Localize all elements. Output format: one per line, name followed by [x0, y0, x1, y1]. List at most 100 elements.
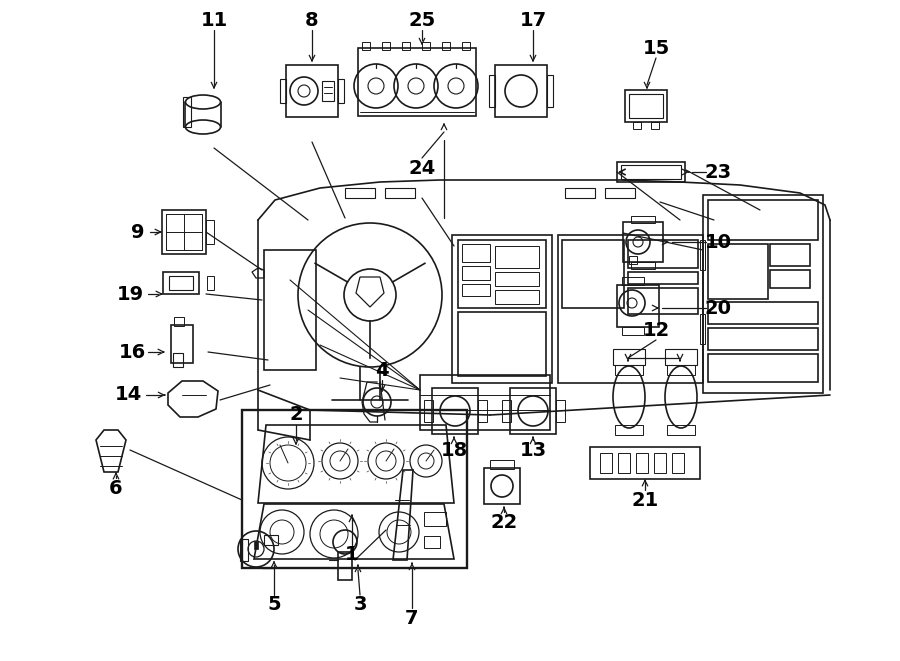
Bar [502, 400, 511, 422]
Bar [547, 75, 553, 107]
Bar [495, 246, 539, 268]
Bar [633, 122, 641, 129]
Bar [618, 453, 630, 473]
Text: 4: 4 [375, 360, 389, 379]
Bar [338, 79, 344, 103]
Bar [462, 284, 490, 296]
Bar [631, 262, 655, 269]
Bar [558, 235, 703, 383]
Bar [171, 325, 193, 363]
Bar [770, 244, 810, 266]
Bar [206, 220, 214, 244]
Bar [264, 535, 278, 545]
Text: 14: 14 [114, 385, 141, 405]
Bar [495, 65, 547, 117]
Bar [162, 210, 206, 254]
Bar [452, 235, 552, 383]
Text: 21: 21 [632, 490, 659, 510]
Text: 9: 9 [131, 223, 145, 241]
Bar [442, 42, 450, 50]
Bar [628, 272, 698, 284]
Bar [629, 94, 663, 118]
Text: 15: 15 [643, 38, 670, 58]
Bar [462, 244, 490, 262]
Bar [708, 244, 768, 299]
Bar [286, 65, 338, 117]
Bar [382, 42, 390, 50]
Bar [424, 400, 433, 422]
Text: 7: 7 [405, 609, 418, 627]
Bar [617, 285, 659, 327]
Text: 25: 25 [409, 11, 436, 30]
Bar [495, 272, 539, 286]
Bar [490, 460, 514, 469]
Bar [615, 365, 643, 375]
Bar [174, 317, 184, 326]
Text: 8: 8 [305, 11, 319, 30]
Bar [420, 375, 550, 430]
Bar [358, 48, 476, 116]
Bar [590, 447, 700, 479]
Bar [173, 353, 183, 367]
Bar [424, 536, 440, 548]
Bar [622, 327, 644, 335]
Text: 18: 18 [440, 440, 468, 459]
Bar [708, 302, 818, 324]
Bar [651, 122, 659, 129]
Text: 17: 17 [519, 11, 546, 30]
Text: 24: 24 [409, 159, 436, 178]
Bar [462, 266, 490, 280]
Bar [654, 453, 666, 473]
Bar [556, 400, 565, 422]
Bar [667, 365, 695, 375]
Bar [700, 314, 705, 344]
Bar [600, 453, 612, 473]
Bar [338, 552, 352, 580]
Text: 10: 10 [705, 233, 732, 251]
Text: 5: 5 [267, 596, 281, 615]
Bar [484, 468, 520, 504]
Bar [402, 42, 410, 50]
Bar [424, 512, 446, 526]
Bar [478, 400, 487, 422]
Bar [163, 272, 199, 294]
Bar [622, 277, 644, 285]
Bar [621, 165, 681, 179]
Bar [345, 188, 375, 198]
Bar [458, 312, 546, 376]
Bar [629, 256, 637, 264]
Text: 19: 19 [116, 284, 144, 303]
Bar [708, 328, 818, 350]
Bar [562, 240, 624, 308]
Text: 16: 16 [119, 342, 146, 362]
Text: 20: 20 [705, 299, 732, 317]
Bar [700, 240, 705, 270]
Bar [615, 425, 643, 435]
Bar [625, 90, 667, 122]
Bar [667, 425, 695, 435]
Polygon shape [254, 541, 258, 549]
Text: 23: 23 [705, 163, 732, 182]
Text: 1: 1 [346, 545, 359, 564]
Bar [422, 42, 430, 50]
Bar [322, 81, 334, 101]
Bar [623, 222, 663, 262]
Text: 2: 2 [289, 405, 302, 424]
Bar [169, 276, 193, 290]
Bar [636, 453, 648, 473]
Bar [605, 188, 635, 198]
Bar [770, 270, 810, 288]
Bar [617, 162, 685, 182]
Bar [432, 388, 478, 434]
Bar [183, 97, 191, 127]
Text: 13: 13 [519, 440, 546, 459]
Bar [240, 539, 248, 561]
Bar [628, 240, 698, 268]
Bar [565, 188, 595, 198]
Bar [510, 388, 556, 434]
Text: 12: 12 [643, 321, 670, 340]
Text: 3: 3 [353, 596, 367, 615]
Bar [613, 349, 645, 365]
Bar [462, 42, 470, 50]
Bar [207, 276, 214, 290]
